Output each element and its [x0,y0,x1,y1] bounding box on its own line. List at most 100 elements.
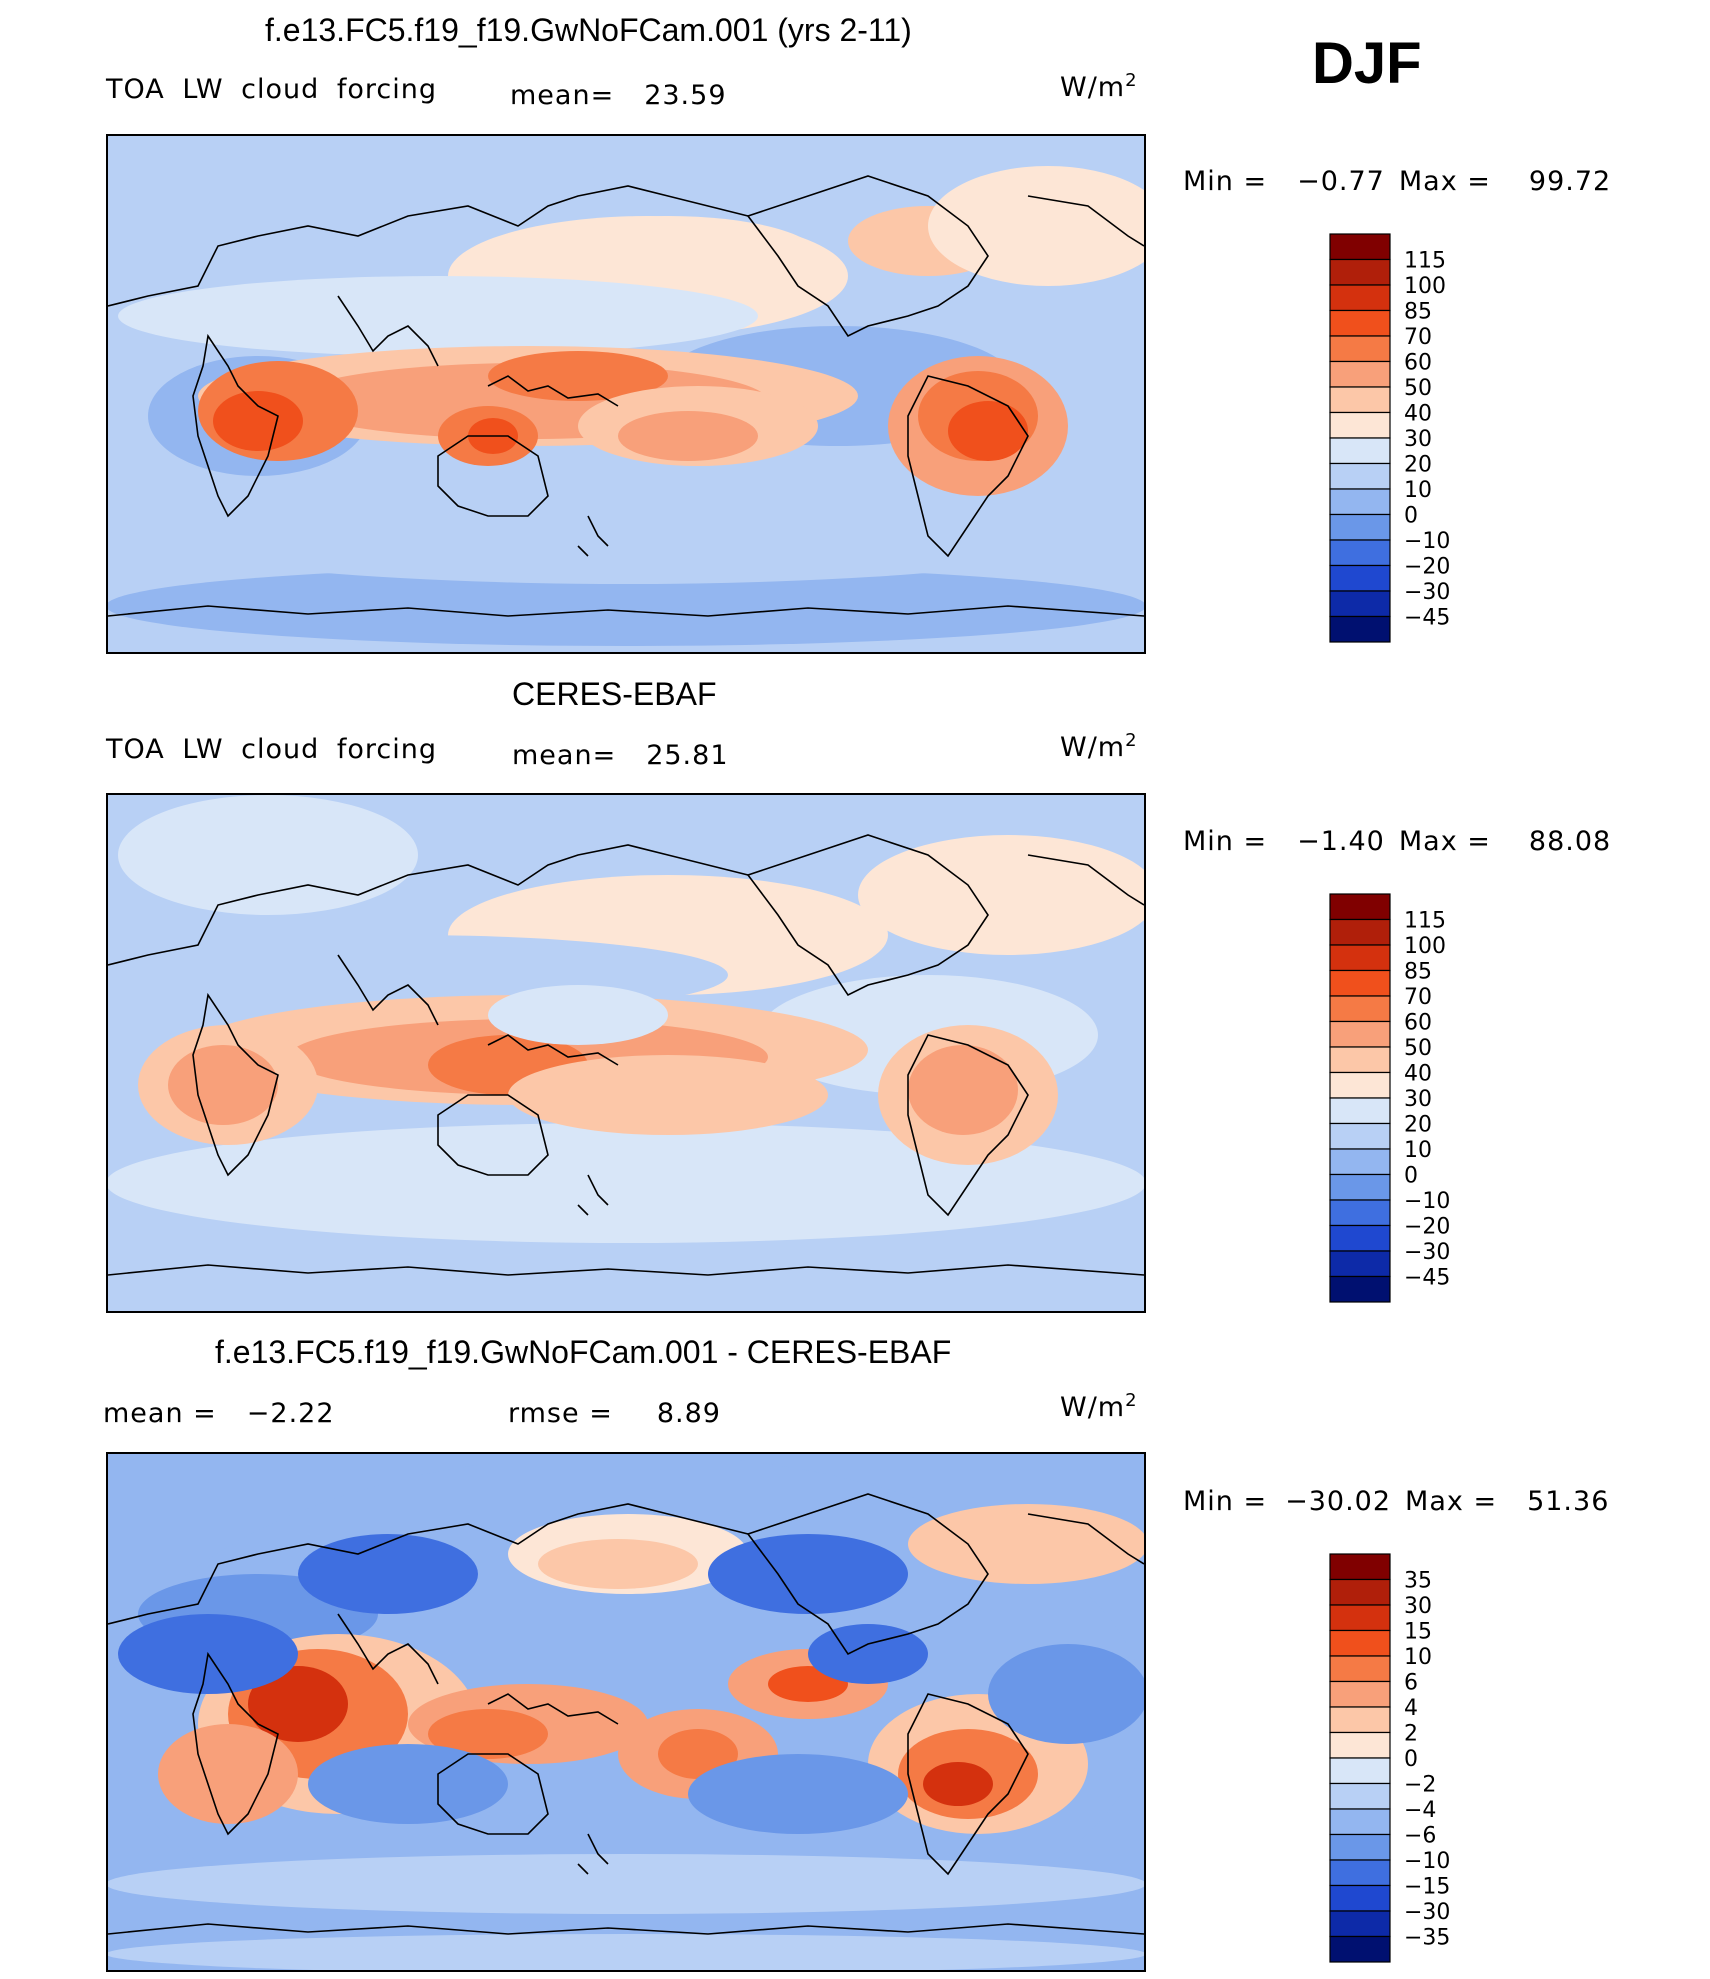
contour-region [928,166,1144,286]
coastline [1027,195,1144,247]
colorbar-swatch [1329,1224,1391,1252]
colorbar-swatch [1329,893,1391,921]
contour-region [708,1534,908,1614]
coastline [337,954,439,1026]
coastline [1027,1513,1144,1565]
colorbar-tick-label: 4 [1404,1696,1418,1721]
coastline [437,1094,549,1176]
panel-3-max-label: Max = [1405,1486,1498,1517]
colorbar-swatch [1329,969,1391,997]
colorbar-swatch [1329,437,1391,465]
colorbar-tick-label: 85 [1404,960,1432,985]
colorbar-tick-label: 40 [1404,1062,1432,1087]
panel-2-max-label: Max = [1398,826,1491,857]
panel-3-min-label: Min = [1183,1486,1268,1517]
colorbar-tick-label: −30 [1404,580,1450,605]
colorbar-swatch [1329,1173,1391,1201]
colorbar-tick-label: −20 [1404,1215,1450,1240]
contour-region [908,1045,1018,1135]
colorbar-swatch [1329,335,1391,363]
panel-2-map [106,793,1146,1313]
colorbar-swatch [1329,386,1391,414]
colorbar-tick-label: 100 [1404,934,1446,959]
colorbar-tick-label: −2 [1404,1773,1436,1798]
coastline [337,1613,439,1685]
panel-2-min-label: Min = [1183,826,1268,857]
contour-region [118,795,418,915]
colorbar-swatch [1329,309,1391,337]
panel-3-map-svg [108,1454,1144,1970]
colorbar-swatch [1329,233,1391,261]
contour-region [518,216,818,296]
coastline [437,435,549,517]
colorbar-swatch [1329,1859,1391,1887]
contour-region [108,136,428,256]
colorbar-tick-label: 20 [1404,1113,1432,1138]
contour-region [488,985,668,1045]
colorbar-tick-label: −45 [1404,606,1450,631]
coastline [487,375,619,407]
colorbar-swatch [1329,284,1391,312]
panel-2-variable-label: TOA LW cloud forcing [106,734,437,765]
colorbar-tick-label: −10 [1404,529,1450,554]
colorbar-tick-label: 0 [1404,1164,1418,1189]
colorbar-swatch [1329,615,1391,643]
contour-region [948,401,1028,461]
colorbar-swatch [1329,1910,1391,1938]
coastline [108,605,1144,617]
panel-3-mean-label: mean = [103,1398,217,1429]
colorbar-tick-label: 115 [1404,249,1446,274]
colorbar-tick-label: 115 [1404,909,1446,934]
colorbar-tick-label: −20 [1404,555,1450,580]
colorbar-tick-label: 100 [1404,274,1446,299]
contour-region [688,1754,908,1834]
panel-3-rmse-value: 8.89 [656,1398,721,1429]
colorbar-tick-label: 0 [1404,1747,1418,1772]
contour-region [168,1045,278,1125]
contour-region [538,1539,698,1589]
contour-region [108,1225,1144,1305]
contour-region [308,1744,508,1824]
panel-1-min-value: −0.77 [1297,166,1385,197]
colorbar-swatch [1329,1097,1391,1125]
colorbar-tick-label: −4 [1404,1798,1436,1823]
colorbar-tick-label: 20 [1404,453,1432,478]
coastline [907,1034,1029,1217]
colorbar-tick-label: 30 [1404,1594,1432,1619]
colorbar-swatch [1329,1553,1391,1581]
panel-2-title: CERES-EBAF [512,676,717,712]
panel-1-mean-label: mean= [510,80,615,111]
coastline [577,1833,609,1875]
panel-2-mean-label: mean= [512,740,617,771]
contour-region [118,276,758,356]
colorbar-tick-label: 60 [1404,1011,1432,1036]
panel-2-units: W/m2 [1060,730,1138,763]
panel-3-rmse-label: rmse = [508,1398,613,1429]
colorbar-swatch [1329,1629,1391,1657]
colorbar-swatch [1329,1275,1391,1303]
colorbar-tick-label: −10 [1404,1189,1450,1214]
coastline [337,295,439,367]
colorbar-tick-label: 10 [1404,1645,1432,1670]
colorbar-tick-label: 30 [1404,427,1432,452]
coastline [108,1923,1144,1935]
colorbar-swatch [1329,1680,1391,1708]
panel-1-max-label: Max = [1398,166,1491,197]
contour-region [108,464,1144,584]
panel-1-map-svg [108,136,1144,652]
colorbar-tick-label: 40 [1404,402,1432,427]
coastline [746,834,989,997]
panel-3-mean-value: −2.22 [246,1398,335,1429]
colorbar-tick-label: 30 [1404,1087,1432,1112]
contour-region [108,1934,1144,1970]
panel-1-min-label: Min = [1183,166,1268,197]
coastline [746,175,989,338]
contour-region [158,1724,298,1824]
contour-region [108,1123,1144,1243]
panel-1-max-value: 99.72 [1528,166,1612,197]
colorbar-tick-label: −15 [1404,1875,1450,1900]
colorbar-swatch [1329,360,1391,388]
